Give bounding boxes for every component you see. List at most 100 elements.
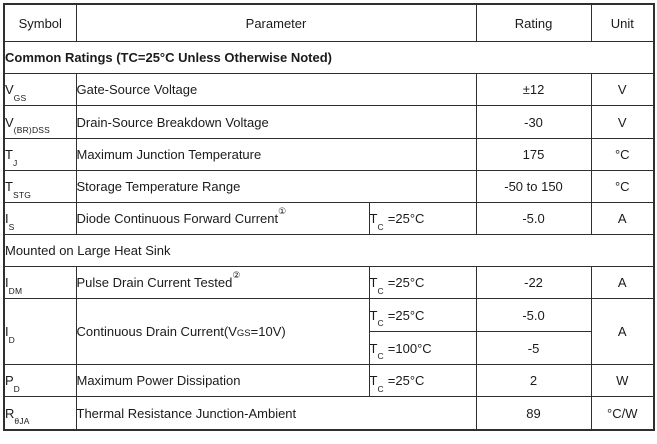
unit-cell: °C	[590, 138, 655, 171]
symbol-subscript: D	[13, 383, 21, 394]
condition-base: T	[369, 373, 378, 388]
table-row-vbrdss: V(BR)DSS Drain-Source Breakdown Voltage …	[3, 105, 655, 139]
footnote-marker-2: ②	[232, 269, 241, 280]
parameter-text: Continuous Drain Current(V	[76, 324, 237, 339]
symbol-subscript: D	[8, 334, 15, 345]
unit-cell: °C	[590, 170, 655, 203]
column-header-unit: Unit	[590, 3, 655, 42]
unit-cell: W	[590, 364, 655, 397]
condition-subscript: C	[377, 318, 384, 329]
section-row-common-ratings: Common Ratings (TC=25°C Unless Otherwise…	[3, 41, 655, 74]
column-header-symbol: Symbol	[3, 3, 77, 42]
rating-cell: -5.0	[475, 202, 592, 235]
symbol-base: P	[5, 373, 14, 388]
symbol-subscript: GS	[13, 92, 27, 103]
table-row-id-25c: ID Continuous Drain Current(VGS=10V) TC=…	[3, 298, 655, 365]
condition-base: T	[369, 275, 378, 290]
table-row-tj: TJ Maximum Junction Temperature 175 °C	[3, 138, 655, 171]
unit-cell: A	[590, 298, 655, 365]
symbol-cell: IS	[3, 202, 77, 235]
symbol-subscript: θJA	[14, 416, 30, 427]
rating-cell: -30	[475, 105, 592, 139]
table-row-tstg: TSTG Storage Temperature Range -50 to 15…	[3, 170, 655, 203]
parameter-cell: Gate-Source Voltage	[75, 73, 477, 106]
symbol-subscript: STG	[12, 189, 32, 200]
parameter-cell: Maximum Power Dissipation	[75, 364, 370, 397]
condition-subscript: C	[377, 221, 384, 232]
section-title-common-ratings: Common Ratings (TC=25°C Unless Otherwise…	[3, 41, 655, 74]
rating-cell: 175	[475, 138, 592, 171]
symbol-base: V	[5, 82, 14, 97]
symbol-cell: VGS	[3, 73, 77, 106]
section-title-heat-sink: Mounted on Large Heat Sink	[3, 234, 655, 267]
symbol-subscript: S	[8, 221, 15, 232]
parameter-cell: Continuous Drain Current(VGS=10V)	[75, 298, 370, 365]
footnote-marker-1: ①	[278, 205, 287, 216]
symbol-base: V	[5, 114, 14, 130]
rating-cell: -22	[475, 266, 592, 299]
condition-base: T	[369, 307, 378, 323]
rating-cell: 89	[475, 396, 592, 431]
table-row-is: IS Diode Continuous Forward Current① TC=…	[3, 202, 655, 235]
unit-cell: V	[590, 73, 655, 106]
symbol-base: I	[5, 324, 9, 339]
unit-cell: V	[590, 105, 655, 139]
condition-value: =25°C	[387, 275, 425, 290]
condition-subscript: C	[377, 351, 384, 362]
unit-cell: °C/W	[590, 396, 655, 431]
parameter-cell: Drain-Source Breakdown Voltage	[75, 105, 477, 139]
table-row-rthja: RθJA Thermal Resistance Junction-Ambient…	[3, 396, 655, 431]
section-row-heat-sink: Mounted on Large Heat Sink	[3, 234, 655, 267]
column-header-parameter: Parameter	[75, 3, 477, 42]
condition-value: =25°C	[387, 373, 425, 388]
parameter-vgs-subscript: GS	[236, 328, 251, 339]
condition-value: =100°C	[387, 340, 432, 356]
symbol-cell: PD	[3, 364, 77, 397]
symbol-base: I	[5, 211, 9, 226]
maximum-ratings-table: Symbol Parameter Rating Unit Common Rati…	[3, 3, 656, 431]
parameter-cell: Maximum Junction Temperature	[75, 138, 477, 171]
condition-value: =25°C	[387, 211, 425, 226]
rating-cell: -5.0	[475, 298, 592, 332]
condition-subscript: C	[377, 383, 384, 394]
column-header-rating: Rating	[475, 3, 592, 42]
symbol-cell: RθJA	[3, 396, 77, 431]
parameter-cell: Thermal Resistance Junction-Ambient	[75, 396, 477, 431]
symbol-subscript: J	[12, 157, 18, 168]
condition-cell: TC=25°C	[368, 202, 477, 235]
parameter-text: Diode Continuous Forward Current	[76, 211, 279, 226]
condition-cell: TC=25°C	[368, 298, 477, 332]
symbol-cell: IDM	[3, 266, 77, 299]
condition-subscript: C	[377, 285, 384, 296]
condition-base: T	[369, 211, 378, 226]
symbol-cell: TSTG	[3, 170, 77, 203]
parameter-cell: Diode Continuous Forward Current①	[75, 202, 370, 235]
symbol-cell: V(BR)DSS	[3, 105, 77, 139]
symbol-subscript: (BR)DSS	[13, 125, 51, 136]
symbol-base: T	[5, 179, 13, 194]
rating-cell: 2	[475, 364, 592, 397]
symbol-subscript: DM	[8, 285, 23, 296]
condition-value: =25°C	[387, 307, 425, 323]
unit-cell: A	[590, 266, 655, 299]
rating-cell: -5	[475, 331, 592, 365]
table-row-id-100c: TC=100°C -5	[4, 331, 654, 365]
symbol-base: I	[5, 275, 9, 290]
condition-base: T	[369, 340, 378, 356]
header-row: Symbol Parameter Rating Unit	[3, 3, 655, 42]
table-row-pd: PD Maximum Power Dissipation TC=25°C 2 W	[3, 364, 655, 397]
rating-cell: ±12	[475, 73, 592, 106]
parameter-text: Pulse Drain Current Tested	[76, 275, 233, 290]
rating-cell: -50 to 150	[475, 170, 592, 203]
symbol-cell: TJ	[3, 138, 77, 171]
table-row-vgs: VGS Gate-Source Voltage ±12 V	[3, 73, 655, 106]
condition-cell: TC=25°C	[368, 266, 477, 299]
table-row-idm: IDM Pulse Drain Current Tested② TC=25°C …	[3, 266, 655, 299]
condition-cell: TC=25°C	[368, 364, 477, 397]
unit-cell: A	[590, 202, 655, 235]
symbol-cell: ID	[3, 298, 77, 365]
parameter-cell: Pulse Drain Current Tested②	[75, 266, 370, 299]
parameter-cell: Storage Temperature Range	[75, 170, 477, 203]
condition-cell: TC=100°C	[368, 331, 477, 365]
